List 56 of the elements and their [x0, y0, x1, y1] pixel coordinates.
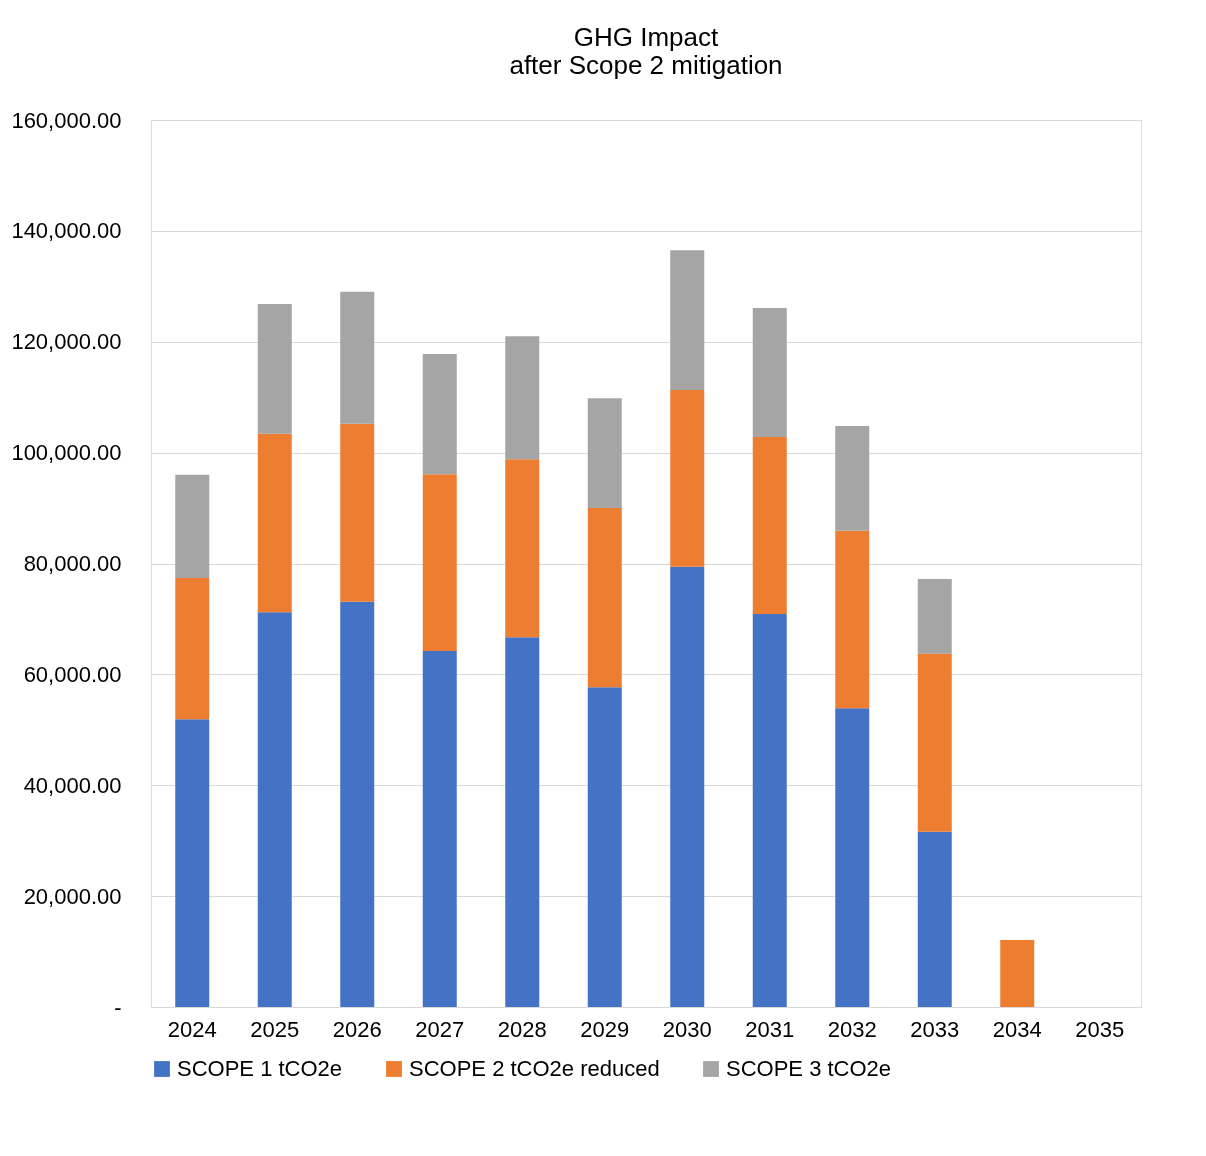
x-tick-label: 2032: [827, 1016, 877, 1042]
y-tick-label: 20,000.00: [23, 883, 122, 909]
legend-label: SCOPE 3 tCO2e: [726, 1056, 892, 1081]
x-tick-label: 2030: [662, 1016, 712, 1042]
bar: [587, 508, 622, 688]
x-tick-label: 2031: [745, 1016, 795, 1042]
bar: [505, 336, 540, 460]
bar: [175, 719, 210, 1007]
y-tick-label: 60,000.00: [23, 661, 122, 687]
x-tick-label: 2025: [250, 1016, 300, 1042]
bar: [917, 831, 952, 1007]
y-tick-label: 160,000.00: [11, 107, 122, 133]
bar: [670, 566, 705, 1007]
bar: [422, 353, 457, 475]
bar: [340, 601, 375, 1007]
y-tick-label: 100,000.00: [11, 440, 122, 466]
y-tick-label: 140,000.00: [11, 218, 122, 244]
bar: [340, 291, 375, 424]
bar: [835, 530, 870, 709]
bar: [835, 426, 870, 531]
bar: [257, 612, 292, 1007]
bar: [257, 304, 292, 434]
bar: [752, 307, 787, 438]
x-tick-label: 2024: [167, 1016, 217, 1042]
bar: [917, 653, 952, 832]
bar: [257, 433, 292, 613]
bar: [175, 577, 210, 720]
y-tick-label: -: [114, 994, 122, 1020]
x-tick-label: 2026: [332, 1016, 382, 1042]
x-tick-label: 2028: [497, 1016, 547, 1042]
chart-title: GHG Impact after Scope 2 mitigation: [509, 22, 783, 80]
y-tick-label: 40,000.00: [23, 772, 122, 798]
bar: [422, 474, 457, 652]
bar: [587, 687, 622, 1007]
bar: [422, 651, 457, 1007]
x-tick-label: 2034: [992, 1016, 1042, 1042]
x-tick-label: 2033: [910, 1016, 960, 1042]
bar: [587, 398, 622, 509]
bar: [917, 579, 952, 654]
bar: [340, 423, 375, 602]
bar: [835, 708, 870, 1007]
bar: [1000, 939, 1035, 1007]
bar: [505, 459, 540, 638]
bar: [505, 637, 540, 1007]
x-tick-label: 2029: [580, 1016, 630, 1042]
y-tick-label: 120,000.00: [11, 329, 122, 355]
x-tick-label: 2027: [415, 1016, 465, 1042]
bar: [752, 437, 787, 614]
x-tick-label: 2035: [1075, 1016, 1125, 1042]
y-tick-label: 80,000.00: [23, 551, 122, 576]
bar: [670, 250, 705, 390]
legend-label: SCOPE 2 tCO2e reduced: [409, 1056, 660, 1081]
legend-label: SCOPE 1 tCO2e: [177, 1056, 343, 1081]
bar: [752, 613, 787, 1007]
bar: [175, 474, 210, 578]
bar: [670, 389, 705, 567]
